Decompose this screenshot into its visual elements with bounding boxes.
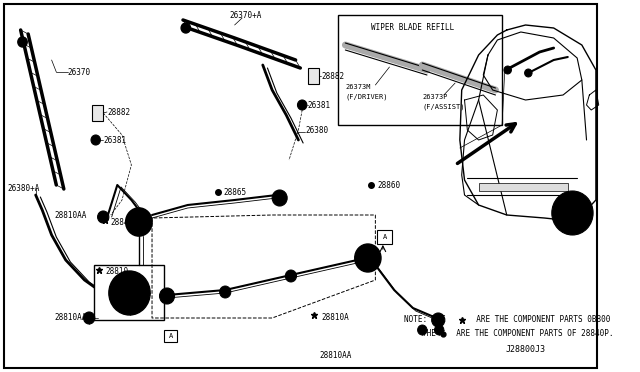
Text: 28882: 28882 xyxy=(321,71,344,80)
Text: WIPER BLADE REFILL: WIPER BLADE REFILL xyxy=(371,22,454,32)
Circle shape xyxy=(20,39,25,45)
Circle shape xyxy=(181,23,191,33)
Circle shape xyxy=(272,190,287,206)
Circle shape xyxy=(125,208,152,236)
Circle shape xyxy=(91,135,100,145)
Text: 26380: 26380 xyxy=(305,125,328,135)
Circle shape xyxy=(159,288,175,304)
Circle shape xyxy=(365,255,371,261)
Circle shape xyxy=(298,100,307,110)
Bar xyxy=(479,183,568,191)
Text: ARE THE COMPONENT PARTS 0B800: ARE THE COMPONENT PARTS 0B800 xyxy=(467,315,611,324)
Text: 28810AA: 28810AA xyxy=(319,350,351,359)
Circle shape xyxy=(184,26,188,31)
Circle shape xyxy=(432,313,445,327)
Text: ARE THE COMPONENT PARTS OF 28840P.: ARE THE COMPONENT PARTS OF 28840P. xyxy=(447,330,613,339)
Circle shape xyxy=(525,69,532,77)
Circle shape xyxy=(435,325,444,335)
Circle shape xyxy=(552,191,593,235)
Text: J28800J3: J28800J3 xyxy=(506,346,545,355)
Polygon shape xyxy=(483,32,582,100)
Circle shape xyxy=(435,317,441,323)
Circle shape xyxy=(355,244,381,272)
Bar xyxy=(308,68,319,84)
Circle shape xyxy=(109,271,150,315)
Text: THE: THE xyxy=(422,330,441,339)
Circle shape xyxy=(276,194,284,202)
Circle shape xyxy=(116,279,143,307)
Text: 28840P: 28840P xyxy=(111,218,138,227)
Circle shape xyxy=(164,293,170,299)
Circle shape xyxy=(563,203,582,223)
Bar xyxy=(377,230,392,244)
Text: 26380+A: 26380+A xyxy=(8,183,40,192)
Text: 28810A: 28810A xyxy=(321,312,349,321)
Circle shape xyxy=(18,37,28,47)
Text: A: A xyxy=(169,333,173,339)
Circle shape xyxy=(131,214,147,230)
Circle shape xyxy=(220,286,231,298)
Circle shape xyxy=(136,219,141,225)
Circle shape xyxy=(97,211,109,223)
Circle shape xyxy=(300,103,304,107)
Text: (F/DRIVER): (F/DRIVER) xyxy=(346,94,388,100)
Bar xyxy=(92,105,103,121)
Text: 26370+A: 26370+A xyxy=(230,10,262,19)
Circle shape xyxy=(418,325,427,335)
Text: 28860: 28860 xyxy=(377,180,401,189)
Text: (F/ASSIST): (F/ASSIST) xyxy=(422,104,465,110)
Text: 28865: 28865 xyxy=(223,187,246,196)
Text: 26373P: 26373P xyxy=(422,94,448,100)
Circle shape xyxy=(223,290,227,294)
Text: 26370: 26370 xyxy=(68,67,91,77)
Circle shape xyxy=(289,274,292,278)
Text: 26373M: 26373M xyxy=(346,84,371,90)
Text: 26381: 26381 xyxy=(308,100,331,109)
Circle shape xyxy=(504,66,511,74)
Text: NOTE: THE: NOTE: THE xyxy=(404,315,450,324)
Circle shape xyxy=(94,138,97,142)
Circle shape xyxy=(360,250,376,266)
Text: 28810: 28810 xyxy=(105,267,128,276)
Circle shape xyxy=(285,270,296,282)
Bar xyxy=(94,265,164,320)
Bar xyxy=(164,330,177,342)
Text: A: A xyxy=(383,234,387,240)
Text: 26381: 26381 xyxy=(103,135,126,144)
Text: 28810AA: 28810AA xyxy=(54,314,87,323)
Circle shape xyxy=(101,215,106,219)
Bar xyxy=(338,15,502,125)
Text: 28882: 28882 xyxy=(107,108,130,116)
Text: 28810AA: 28810AA xyxy=(54,211,87,219)
Circle shape xyxy=(84,312,95,324)
